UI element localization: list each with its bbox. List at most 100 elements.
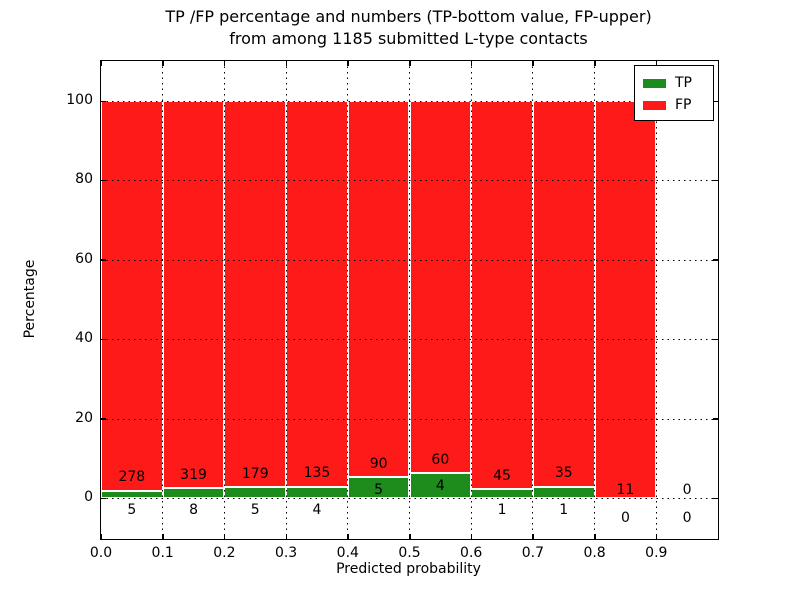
x-tick-mark (100, 534, 102, 539)
tp-count-label: 4 (312, 501, 322, 518)
x-gridline (285, 61, 287, 539)
fp-count-label: 0 (682, 482, 692, 499)
legend-item-fp: FP (643, 97, 707, 113)
x-gridline (162, 61, 164, 539)
y-axis-label: Percentage (22, 259, 38, 339)
x-tick-mark (470, 534, 473, 539)
fp-count-label: 35 (554, 465, 573, 482)
legend-label-fp: FP (675, 97, 692, 113)
bar-segment-fp (471, 101, 533, 490)
x-tick-mark (285, 534, 288, 539)
bar-segment-fp (409, 101, 472, 474)
y-tick-mark (101, 418, 106, 420)
y-tick-mark (713, 259, 718, 261)
x-gridline (532, 61, 534, 539)
fp-count-label: 179 (241, 465, 269, 482)
fp-count-label: 319 (180, 466, 207, 483)
x-gridline (470, 61, 472, 539)
tp-color-swatch (643, 78, 666, 88)
fp-count-label: 278 (118, 469, 146, 486)
tp-count-label: 0 (620, 509, 630, 526)
x-tick-mark (470, 61, 473, 66)
tp-count-label: 5 (250, 501, 260, 518)
bar-segment-fp (286, 101, 348, 487)
x-gridline (409, 61, 410, 539)
x-tick-label: 0.7 (521, 545, 545, 561)
x-tick-mark (655, 61, 658, 66)
x-tick-label: 0.5 (398, 545, 421, 561)
bar-segment-tp (286, 486, 348, 498)
chart-title: TP /FP percentage and numbers (TP-bottom… (100, 6, 717, 50)
tp-count-label: 8 (189, 501, 198, 518)
x-tick-mark (594, 61, 596, 66)
bar-segment-fp (101, 101, 163, 491)
x-tick-label: 0.8 (583, 545, 606, 561)
x-tick-label: 0.1 (151, 545, 174, 561)
x-tick-mark (532, 534, 534, 539)
y-tick-mark (101, 259, 106, 261)
y-tick-mark (713, 100, 718, 102)
fp-count-label: 90 (369, 455, 388, 472)
x-tick-mark (162, 61, 164, 66)
fp-count-label: 45 (493, 467, 511, 484)
y-tick-mark (101, 179, 106, 182)
bar-segment-tp (162, 488, 225, 498)
tp-count-label: 4 (435, 477, 445, 494)
y-tick-label: 80 (75, 171, 93, 188)
chart-title-line1: TP /FP percentage and numbers (TP-bottom… (165, 7, 652, 26)
y-tick-label: 20 (75, 409, 93, 426)
y-tick-mark (713, 497, 718, 499)
x-gridline (594, 61, 596, 539)
fp-count-label: 60 (431, 451, 450, 468)
y-tick-mark (101, 100, 106, 102)
plot-area: TP FP 278 5 319 8 179 5 135 4 90 5 60 4 45 1 35 1 11 0 0 0 0… (66, 60, 719, 561)
y-tick-label: 0 (84, 489, 93, 505)
x-tick-mark (409, 61, 411, 66)
bar-segment-fp (532, 101, 595, 487)
legend-label-tp: TP (675, 75, 692, 91)
bar-segment-fp (594, 101, 657, 498)
x-tick-mark (223, 534, 226, 539)
x-gridline (223, 61, 225, 539)
y-tick-mark (713, 418, 718, 420)
tp-count-label: 5 (127, 501, 137, 518)
x-gridline (655, 61, 657, 539)
y-tick-mark (101, 497, 106, 499)
x-tick-mark (347, 534, 349, 539)
bar-segment-fp (347, 101, 410, 478)
x-axis-label: Predicted probability (336, 561, 481, 577)
legend-item-tp: TP (643, 75, 707, 91)
x-tick-label: 0.2 (213, 545, 236, 561)
bar-segment-tp (224, 487, 287, 498)
y-tick-mark (101, 338, 106, 341)
fp-count-label: 135 (303, 465, 331, 482)
x-tick-mark (223, 61, 226, 66)
bar-segment-tp (471, 489, 533, 498)
bar-segment-tp (532, 486, 595, 498)
fp-count-label: 11 (616, 482, 635, 499)
x-tick-mark (655, 534, 658, 539)
legend: TP FP (634, 65, 714, 121)
fp-color-swatch (643, 100, 666, 110)
x-tick-label: 0.4 (336, 545, 359, 561)
y-tick-label: 100 (66, 92, 93, 108)
x-tick-label: 0.0 (89, 545, 113, 561)
y-tick-mark (713, 338, 718, 341)
y-tick-label: 60 (75, 250, 93, 267)
bar-segment-fp (224, 101, 287, 488)
x-tick-mark (347, 61, 349, 66)
chart-title-line2: from among 1185 submitted L-type contact… (229, 29, 588, 48)
x-tick-label: 0.6 (460, 545, 483, 561)
x-tick-mark (532, 61, 534, 66)
x-tick-mark (285, 61, 288, 66)
tp-count-label: 1 (559, 501, 569, 518)
x-tick-label: 0.9 (645, 545, 668, 561)
x-tick-mark (100, 61, 102, 66)
tp-count-label: 5 (374, 481, 384, 498)
tp-count-label: 1 (497, 501, 507, 518)
x-gridline (347, 61, 349, 539)
x-tick-label: 0.3 (274, 545, 298, 561)
y-tick-label: 40 (75, 330, 93, 347)
tp-count-label: 0 (682, 509, 692, 526)
